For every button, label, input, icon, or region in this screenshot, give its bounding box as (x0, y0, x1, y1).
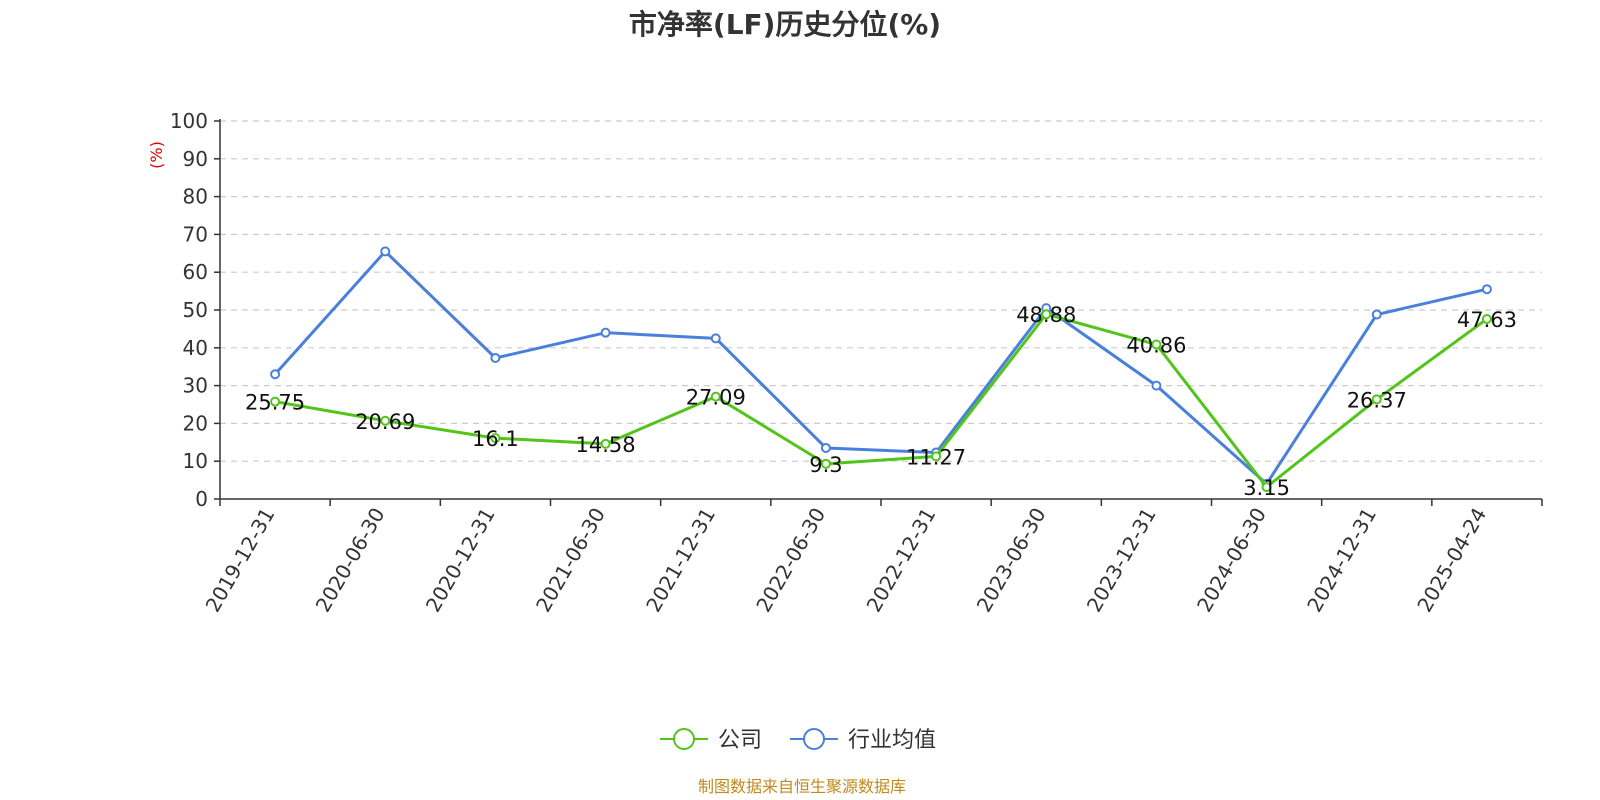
data-point-1-8 (1151, 380, 1162, 391)
data-point-0-4 (710, 391, 721, 402)
data-point-0-2 (490, 433, 501, 444)
y-tick-label: 40 (183, 336, 208, 360)
data-point-0-6 (931, 451, 942, 462)
data-point-0-7 (1041, 309, 1052, 320)
data-label: 9.3 (809, 453, 842, 477)
data-label: 25.75 (245, 391, 305, 415)
x-tick-label: 2022-06-30 (751, 504, 830, 617)
data-point-1-1 (380, 246, 391, 257)
data-point-1-2 (490, 353, 501, 364)
y-tick-label: 20 (183, 411, 208, 435)
data-point-1-0 (270, 369, 281, 380)
data-point-0-0 (270, 396, 281, 407)
x-tick-label: 2024-12-31 (1302, 504, 1381, 617)
y-tick-label: 0 (195, 487, 208, 511)
data-point-1-3 (600, 327, 611, 338)
data-point-0-9 (1261, 482, 1272, 493)
y-tick-label: 30 (183, 374, 208, 398)
data-labels: 25.75 20.69 16.1 14.58 27.09 9.3 11.27 48.88 40.… (245, 303, 1517, 500)
y-tick-label: 60 (183, 260, 208, 284)
data-label: 11.27 (906, 445, 966, 469)
legend-marker-company (673, 728, 695, 750)
source-note: 制图数据来自恒生聚源数据库 (698, 777, 906, 796)
x-tick-label: 2021-12-31 (641, 504, 720, 617)
data-label: 14.58 (576, 433, 636, 457)
chart-title: 市净率(LF)历史分位(%) (629, 8, 941, 41)
data-point-0-8 (1151, 339, 1162, 350)
y-tick-label: 50 (183, 298, 208, 322)
data-label: 47.63 (1457, 308, 1517, 332)
axes: 0 10 20 30 40 50 60 70 80 90 100 2019-12-31 2020-06-… (170, 109, 1543, 617)
series-line-1 (273, 249, 1488, 486)
x-tick-label: 2021-06-30 (531, 504, 610, 617)
data-point-0-10 (1371, 394, 1382, 405)
legend: 公司 行业均值 (660, 728, 936, 753)
y-tick-label: 100 (170, 109, 208, 133)
data-point-1-11 (1481, 284, 1492, 295)
legend-marker-industry (803, 728, 825, 750)
series-line-0 (274, 312, 1488, 489)
data-point-1-4 (710, 333, 721, 344)
legend-label-industry: 行业均值 (848, 728, 936, 753)
y-tick-label: 80 (183, 185, 208, 209)
x-tick-label: 2022-12-31 (862, 503, 941, 616)
series-lines (270, 246, 1492, 493)
data-label: 20.69 (355, 410, 415, 434)
data-label: 3.15 (1243, 476, 1290, 500)
data-label: 27.09 (686, 386, 746, 410)
data-point-0-3 (600, 438, 611, 449)
legend-label-company: 公司 (718, 728, 762, 753)
y-tick-label: 90 (183, 147, 208, 171)
y-axis-unit-label: (%) (147, 141, 166, 169)
y-tick-label: 10 (183, 449, 208, 473)
data-label: 16.1 (472, 427, 519, 451)
x-tick-label: 2023-06-30 (972, 504, 1051, 617)
x-tick-label: 2025-04-24 (1412, 504, 1491, 617)
x-tick-label: 2019-12-31 (201, 504, 280, 617)
x-tick-label: 2020-06-30 (311, 504, 390, 617)
x-tick-label: 2024-06-30 (1192, 504, 1271, 617)
data-label: 26.37 (1347, 388, 1407, 412)
y-tick-label: 70 (183, 222, 208, 246)
data-point-1-5 (820, 442, 831, 453)
x-tick-label: 2020-12-31 (421, 503, 500, 616)
data-point-0-1 (380, 415, 391, 426)
data-point-1-10 (1371, 309, 1382, 320)
data-point-0-5 (820, 458, 831, 469)
data-label: 48.88 (1016, 303, 1076, 327)
data-point-0-11 (1481, 313, 1492, 324)
data-label: 40.86 (1126, 334, 1186, 358)
x-tick-label: 2023-12-31 (1082, 504, 1161, 617)
gridlines (220, 120, 1542, 462)
